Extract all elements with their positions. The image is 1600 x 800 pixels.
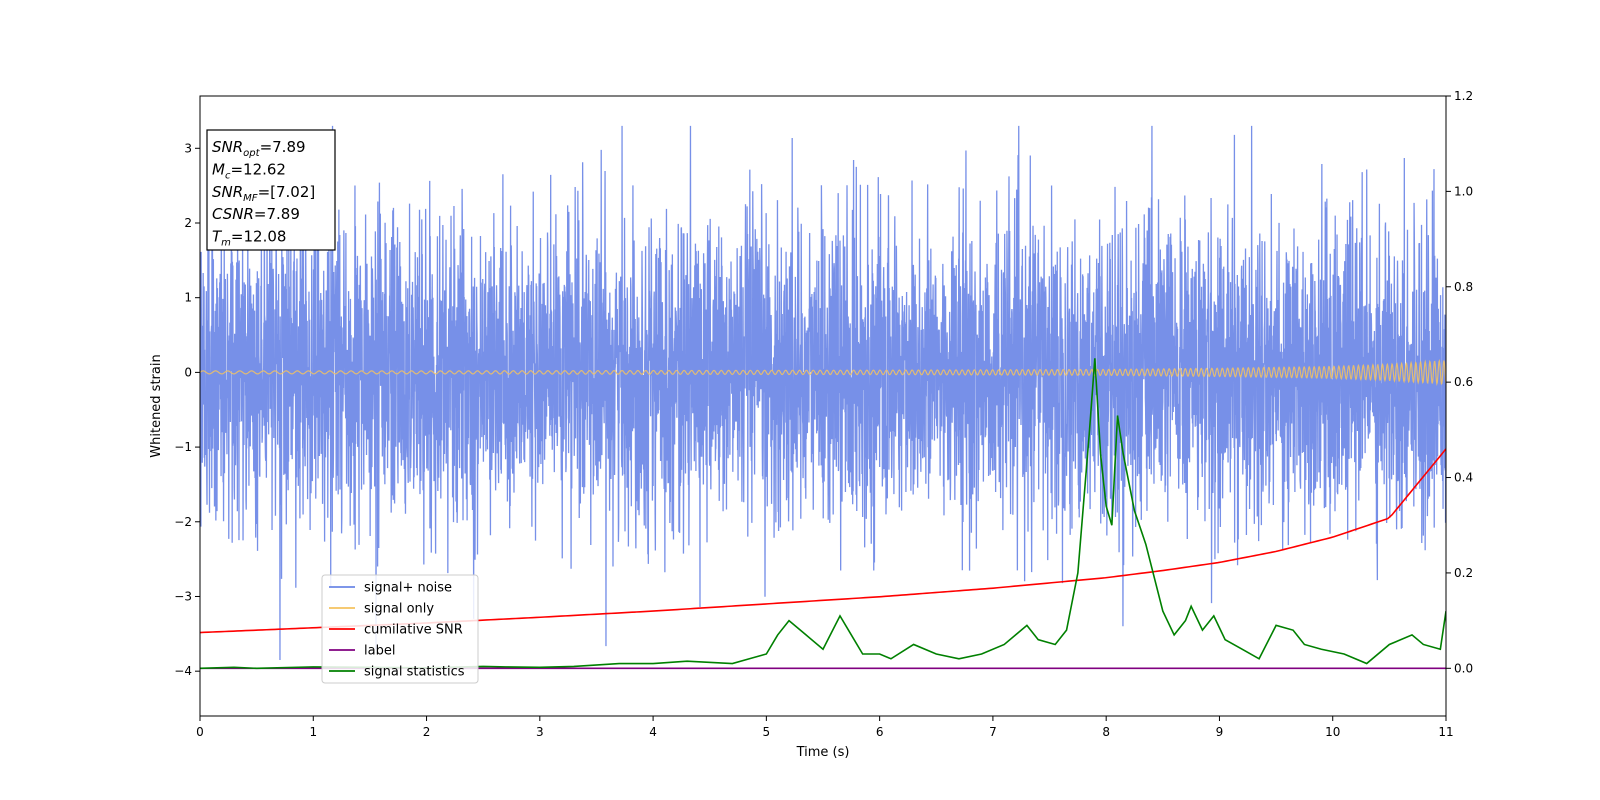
legend-label-cumilative-snr: cumilative SNR: [364, 623, 463, 638]
annotation-box: SNRopt=7.89Mc=12.62SNRMF=[7.02]CSNR=7.89…: [206, 129, 336, 251]
x-tick-label-2: 2: [423, 725, 431, 739]
x-axis: 0 1 2 3 4 5 6 7 8 9 10 11: [196, 716, 1454, 739]
y-right-tick-label: 0.4: [1454, 471, 1473, 485]
y-left-tick-label: 2: [184, 216, 192, 230]
y-left-tick-label: −2: [174, 515, 192, 529]
x-tick-label-5: 5: [763, 725, 771, 739]
y-left-tick-label: 0: [184, 365, 192, 379]
y-right-tick-label: 0.0: [1454, 661, 1473, 675]
legend-label-signal-statistics: signal statistics: [364, 665, 465, 680]
x-tick-label-0: 0: [196, 725, 204, 739]
annotation-line: SNRMF=[7.02]: [212, 183, 315, 204]
x-tick-label-6: 6: [876, 725, 884, 739]
series-signal-noise: [200, 125, 1446, 661]
series-signal-statistics: [200, 358, 1446, 670]
y-left-tick-label: −3: [174, 589, 192, 603]
y-right-tick-label: 1.0: [1454, 184, 1473, 198]
y-left-tick-label: −1: [174, 440, 192, 454]
legend-label-signal-only: signal only: [364, 602, 434, 617]
y-left-tick-label: −4: [174, 664, 192, 678]
legend: signal+ noise signal only cumilative SNR la…: [321, 574, 479, 684]
x-tick-label-1: 1: [309, 725, 317, 739]
x-tick-label-3: 3: [536, 725, 544, 739]
annotation-line: Mc=12.62: [212, 160, 286, 181]
y-right-tick-label: 1.2: [1454, 89, 1473, 103]
annotation-line: Tm=12.08: [212, 228, 286, 249]
y-axis-right: 0.0 0.2 0.4 0.6 0.8 1.0 1.2: [1446, 89, 1473, 675]
series-signal-only: [200, 358, 1446, 387]
y-left-tick-label: 1: [184, 291, 192, 305]
y-right-tick-label: 0.2: [1454, 566, 1473, 580]
annotation-frame: [206, 129, 336, 251]
x-tick-label-11: 11: [1438, 725, 1453, 739]
y-axis-left: −4 −3 −2 −1 0 1 2 3: [174, 141, 200, 678]
x-tick-label-4: 4: [649, 725, 657, 739]
y-left-tick-label: 3: [184, 141, 192, 155]
x-tick-label-10: 10: [1325, 725, 1340, 739]
legend-label-label: label: [364, 644, 395, 659]
y-right-tick-label: 0.6: [1454, 375, 1473, 389]
legend-label-signal-noise: signal+ noise: [364, 581, 452, 596]
x-tick-label-7: 7: [989, 725, 997, 739]
legend-frame: [321, 574, 479, 684]
x-axis-label: Time (s): [796, 745, 850, 760]
annotation-line: SNRopt=7.89: [212, 138, 306, 159]
annotation-line: CSNR=7.89: [212, 205, 300, 223]
x-tick-label-8: 8: [1102, 725, 1110, 739]
x-tick-label-9: 9: [1216, 725, 1224, 739]
y-right-tick-label: 0.8: [1454, 280, 1473, 294]
y-axis-label: Whitened strain: [149, 354, 164, 457]
plot-frame: [199, 95, 1447, 717]
